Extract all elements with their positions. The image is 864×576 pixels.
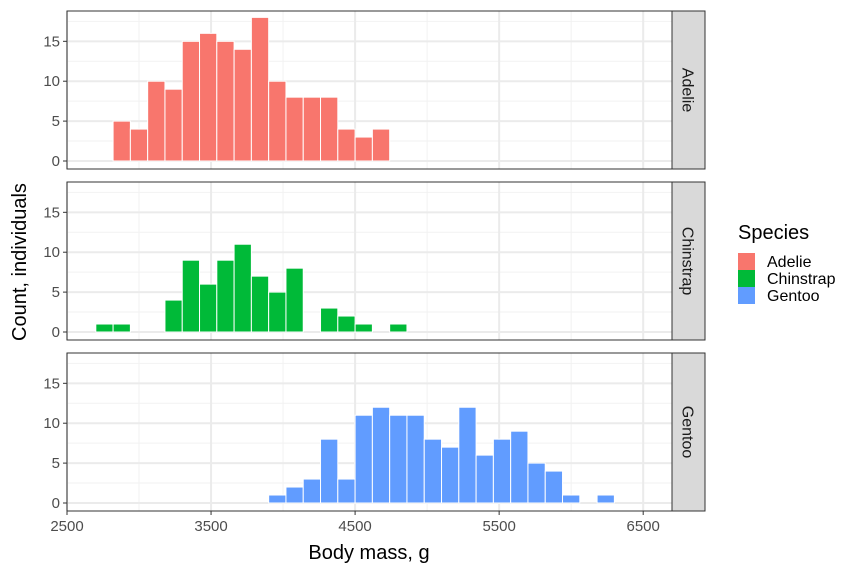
y-tick-label: 15 bbox=[43, 204, 60, 221]
y-tick-label: 0 bbox=[52, 324, 60, 341]
histogram-bar bbox=[216, 40, 235, 162]
histogram-bar bbox=[302, 478, 322, 504]
legend-key-adelie bbox=[738, 253, 755, 270]
histogram-bar bbox=[354, 323, 373, 333]
histogram-bar bbox=[441, 446, 460, 504]
histogram-bar bbox=[181, 40, 201, 162]
histogram-bar bbox=[250, 275, 270, 333]
y-tick-label: 0 bbox=[52, 153, 60, 170]
facet-strip bbox=[671, 10, 706, 170]
histogram-bar bbox=[285, 267, 304, 333]
histogram-bar bbox=[354, 136, 373, 162]
panel-background bbox=[67, 182, 672, 340]
facet-strip-label: Gentoo bbox=[679, 406, 696, 459]
y-tick-label: 10 bbox=[43, 73, 60, 90]
x-axis: 2500 3500 4500 5500 6500 bbox=[50, 511, 660, 535]
histogram-bar bbox=[354, 414, 373, 504]
legend-key-chinstrap bbox=[738, 270, 755, 287]
histogram-bar bbox=[320, 307, 339, 333]
histogram-bar bbox=[285, 486, 304, 504]
x-tick-label: 5500 bbox=[482, 518, 515, 535]
facet-panel-adelie: 0 5 10 15 Adelie bbox=[43, 10, 706, 170]
histogram-bar bbox=[406, 414, 425, 504]
y-tick-label: 5 bbox=[52, 113, 60, 130]
legend-label-chinstrap: Chinstrap bbox=[767, 271, 836, 288]
y-tick-label: 10 bbox=[43, 415, 60, 432]
legend-label-gentoo: Gentoo bbox=[767, 288, 820, 305]
histogram-bar bbox=[596, 494, 615, 504]
histogram-bar bbox=[164, 299, 183, 333]
x-axis-title: Body mass, g bbox=[308, 542, 429, 564]
legend-title: Species bbox=[738, 222, 809, 244]
facet-panels: 0 5 10 15 Adelie 0 5 10 15 Chinstrap 0 5 10 15 Gentoo bbox=[43, 10, 706, 512]
histogram-bar bbox=[510, 430, 529, 504]
facet-panel-chinstrap: 0 5 10 15 Chinstrap bbox=[43, 181, 706, 341]
histogram-bar bbox=[147, 80, 166, 162]
histogram-bar bbox=[233, 48, 252, 162]
histogram-bar bbox=[544, 470, 564, 504]
facet-strip-label: Adelie bbox=[679, 68, 696, 113]
histogram-bar bbox=[320, 96, 339, 162]
histogram-bar bbox=[337, 478, 356, 504]
histogram-bar bbox=[95, 323, 114, 333]
facet-strip bbox=[671, 352, 706, 512]
histogram-bar bbox=[337, 315, 356, 333]
x-tick-label: 6500 bbox=[627, 518, 660, 535]
facet-strip-label: Chinstrap bbox=[679, 227, 696, 296]
x-tick-label: 2500 bbox=[50, 518, 83, 535]
facet-panel-gentoo: 0 5 10 15 Gentoo bbox=[43, 352, 706, 512]
histogram-bar bbox=[337, 128, 356, 162]
histogram-bar bbox=[199, 283, 218, 333]
histogram-bar bbox=[458, 406, 477, 504]
histogram-bar bbox=[527, 462, 546, 504]
histogram-bar bbox=[389, 414, 408, 504]
histogram-bar bbox=[216, 259, 235, 333]
y-axis-title: Count, individuals bbox=[9, 183, 31, 341]
histogram-bar bbox=[250, 16, 270, 162]
histogram-bar bbox=[371, 128, 391, 162]
x-tick-label: 4500 bbox=[338, 518, 371, 535]
histogram-bar bbox=[302, 96, 322, 162]
histogram-bar bbox=[112, 323, 131, 333]
y-tick-label: 15 bbox=[43, 375, 60, 392]
legend-label-adelie: Adelie bbox=[767, 254, 812, 271]
histogram-bar bbox=[371, 406, 391, 504]
histogram-bar bbox=[423, 438, 443, 504]
histogram-bar bbox=[112, 120, 131, 162]
histogram-bar bbox=[233, 243, 252, 333]
facet-strip bbox=[671, 181, 706, 341]
y-tick-label: 5 bbox=[52, 455, 60, 472]
histogram-bar bbox=[164, 88, 183, 162]
legend-key-gentoo bbox=[738, 287, 755, 304]
histogram-bar bbox=[320, 438, 339, 504]
y-tick-label: 0 bbox=[52, 495, 60, 512]
histogram-bar bbox=[181, 259, 201, 333]
histogram-bar bbox=[268, 291, 287, 333]
histogram-bar bbox=[129, 128, 149, 162]
histogram-bar bbox=[268, 80, 287, 162]
histogram-bar bbox=[492, 438, 512, 504]
y-tick-label: 10 bbox=[43, 244, 60, 261]
histogram-bar bbox=[475, 454, 494, 504]
histogram-bar bbox=[285, 96, 304, 162]
histogram-bar bbox=[199, 32, 218, 162]
histogram-bar bbox=[562, 494, 581, 504]
histogram-bar bbox=[268, 494, 287, 504]
y-tick-label: 5 bbox=[52, 284, 60, 301]
histogram-bar bbox=[389, 323, 408, 333]
y-tick-label: 15 bbox=[43, 33, 60, 50]
x-tick-label: 3500 bbox=[194, 518, 227, 535]
